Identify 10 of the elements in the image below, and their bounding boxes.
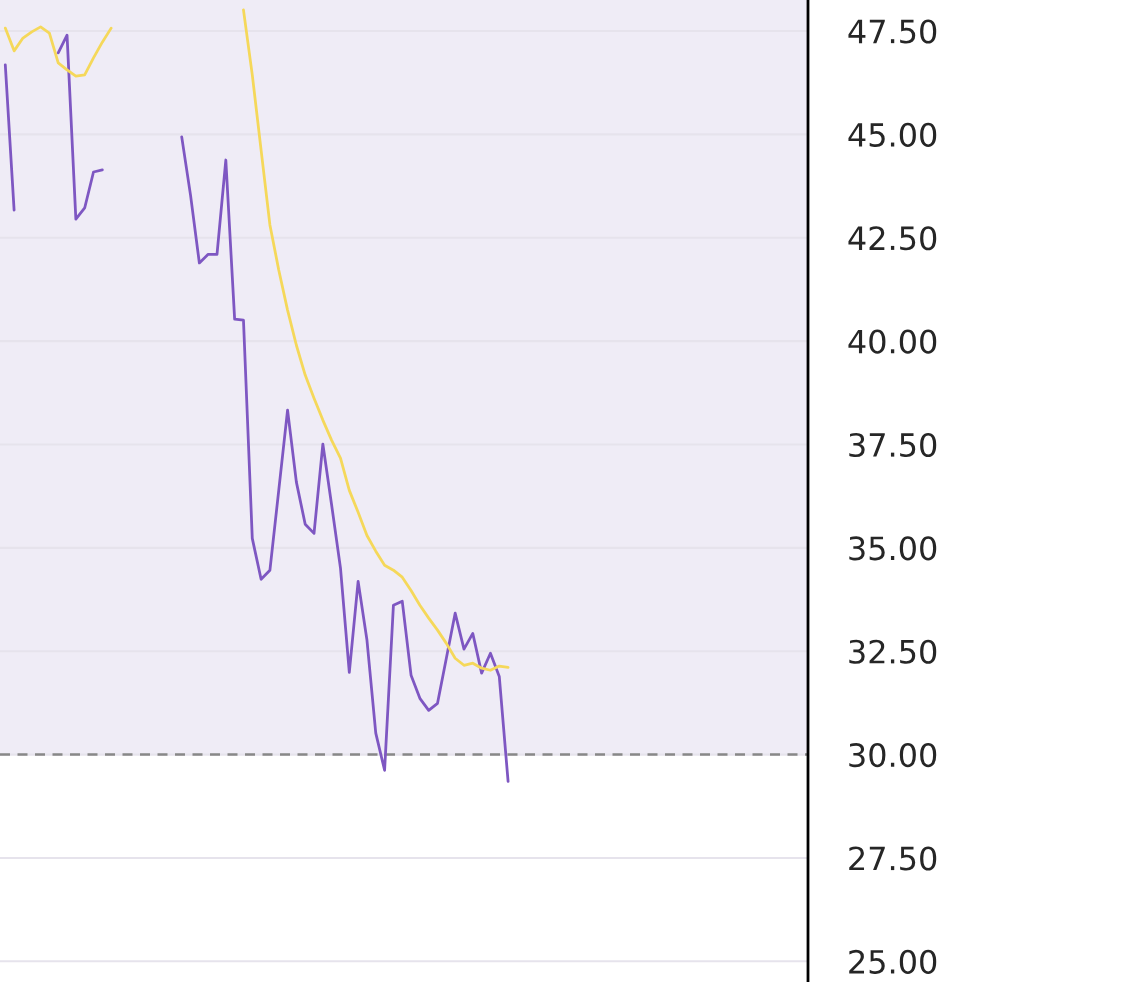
y-tick-label: 47.50: [848, 19, 937, 44]
y-tick-label: 42.50: [848, 226, 937, 251]
y-tick-label: 32.50: [849, 639, 937, 664]
y-tick-label: 35.00: [849, 536, 937, 561]
y-tick-label: 25.00: [849, 949, 937, 974]
y-tick-label: 30.00: [849, 743, 937, 768]
y-tick-label: 27.50: [849, 846, 937, 871]
y-tick-label: 37.50: [849, 432, 937, 458]
y-tick-label: 40.00: [848, 329, 937, 354]
y-tick-label: 45.00: [848, 122, 937, 147]
